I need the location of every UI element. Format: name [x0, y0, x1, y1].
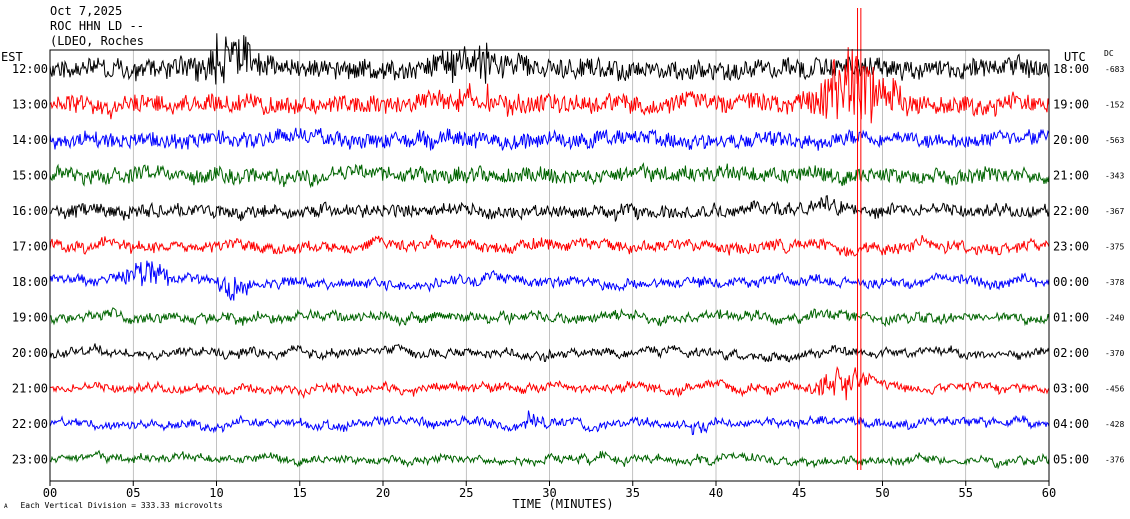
est-time-label: 15:00	[12, 169, 48, 183]
utc-time-label: 01:00	[1053, 311, 1089, 325]
header-date: Oct 7,2025	[50, 4, 123, 18]
utc-time-label: 21:00	[1053, 169, 1089, 183]
est-time-label: 21:00	[12, 382, 48, 396]
utc-time-label: 22:00	[1053, 204, 1089, 218]
est-time-label: 16:00	[12, 204, 48, 218]
utc-time-label: 00:00	[1053, 275, 1089, 289]
est-time-label: 12:00	[12, 62, 48, 76]
dc-offset-label: -376	[1105, 456, 1124, 465]
est-time-label: 23:00	[12, 453, 48, 467]
trace-row-1600	[50, 194, 1050, 222]
dc-offset-label: -367	[1105, 207, 1124, 216]
trace-row-1700	[49, 234, 1050, 258]
dc-offset-label: -370	[1105, 349, 1124, 358]
x-axis-title: TIME (MINUTES)	[512, 497, 613, 511]
est-time-label: 18:00	[12, 275, 48, 289]
header-network: (LDEO, Roches	[50, 34, 144, 48]
dc-offset-label: -563	[1105, 136, 1124, 145]
x-tick-label-10: 10	[209, 486, 223, 500]
dc-offset-label: -375	[1105, 243, 1124, 252]
dc-offset-label: -240	[1105, 314, 1124, 323]
est-time-label: 20:00	[12, 346, 48, 360]
x-tick-label-30: 30	[542, 486, 556, 500]
utc-time-label: 23:00	[1053, 240, 1089, 254]
utc-time-label: 05:00	[1053, 453, 1089, 467]
x-tick-label-35: 35	[626, 486, 640, 500]
row-labels: 12:00 18:00 -683 13:00 19:00 -152 14:00 20:00 -5…	[12, 62, 1125, 467]
header-station: ROC HHN LD --	[50, 19, 144, 33]
x-tick-label-60: 60	[1042, 486, 1056, 500]
dc-offset-label: -152	[1105, 101, 1124, 110]
trace-group	[49, 33, 1050, 470]
trace-row-1900	[49, 307, 1050, 328]
dc-offset-label: -428	[1105, 420, 1124, 429]
dc-offset-label: -378	[1105, 278, 1124, 287]
x-tick-label-45: 45	[792, 486, 806, 500]
plot-frame	[49, 49, 1050, 482]
trace-row-1300	[49, 47, 1050, 124]
est-label: EST	[1, 50, 23, 64]
x-ticks: 00 05 10 15 20 25 30 35 40 45 50 55 60	[43, 486, 1056, 500]
utc-time-label: 02:00	[1053, 346, 1089, 360]
utc-time-label: 03:00	[1053, 382, 1089, 396]
trace-row-2100	[49, 366, 1050, 401]
footer-scale: Each Vertical Division = 333.33 microvol…	[20, 501, 223, 510]
utc-time-label: 18:00	[1053, 62, 1089, 76]
est-time-label: 22:00	[12, 417, 48, 431]
est-time-label: 13:00	[12, 98, 48, 112]
est-time-label: 17:00	[12, 240, 48, 254]
trace-row-2300	[49, 449, 1050, 470]
trace-row-1500	[49, 162, 1050, 189]
x-tick-label-25: 25	[459, 486, 473, 500]
utc-time-label: 19:00	[1053, 98, 1089, 112]
x-tick-label-20: 20	[376, 486, 390, 500]
est-time-label: 14:00	[12, 133, 48, 147]
footer-note: A Each Vertical Division = 333.33 microv…	[4, 501, 223, 510]
dc-offset-label: -683	[1105, 65, 1124, 74]
trace-row-1400	[49, 127, 1050, 151]
x-tick-label-15: 15	[293, 486, 307, 500]
dc-offset-label: -343	[1105, 172, 1124, 181]
x-tick-label-40: 40	[709, 486, 723, 500]
dc-offset-label: -456	[1105, 385, 1124, 394]
dc-label: DC	[1104, 49, 1114, 58]
x-tick-label-50: 50	[875, 486, 889, 500]
grid-lines	[49, 50, 1050, 486]
utc-time-label: 20:00	[1053, 133, 1089, 147]
trace-row-2200	[49, 410, 1050, 436]
x-tick-label-00: 00	[43, 486, 57, 500]
x-tick-label-55: 55	[959, 486, 973, 500]
trace-row-1800	[49, 260, 1050, 301]
footer-mark: A	[4, 503, 8, 510]
utc-time-label: 04:00	[1053, 417, 1089, 431]
trace-row-2000	[49, 343, 1050, 363]
spike-lines	[857, 8, 862, 470]
utc-label: UTC	[1064, 50, 1086, 64]
est-time-label: 19:00	[12, 311, 48, 325]
x-tick-label-05: 05	[126, 486, 140, 500]
